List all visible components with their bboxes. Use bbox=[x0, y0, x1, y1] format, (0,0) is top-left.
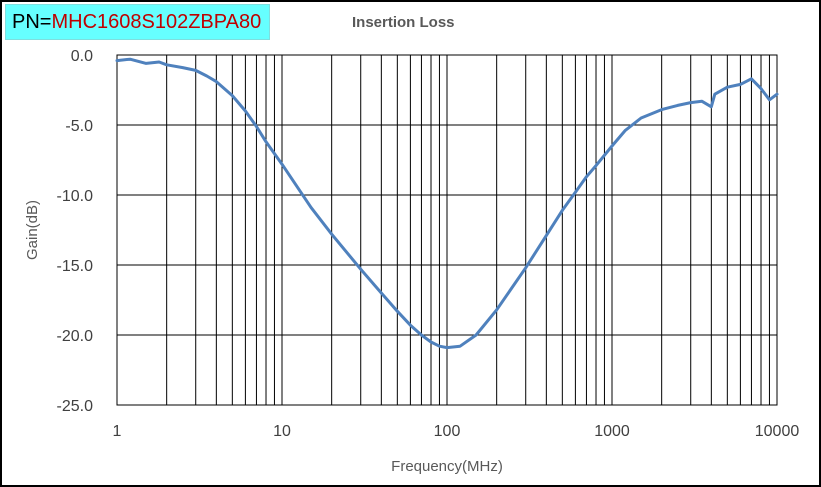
x-tick-label: 100 bbox=[434, 423, 461, 440]
part-number-value: MHC1608S102ZBPA80 bbox=[51, 10, 262, 33]
y-tick-label: -10.0 bbox=[57, 188, 94, 205]
x-tick-label: 1000 bbox=[594, 423, 630, 440]
y-axis-title: Gain(dB) bbox=[24, 200, 41, 260]
x-tick-label: 1 bbox=[113, 423, 122, 440]
y-tick-label: 0.0 bbox=[71, 48, 93, 65]
plot-area-border bbox=[116, 54, 778, 406]
y-tick-label: -15.0 bbox=[57, 258, 94, 275]
tick-labels: 0.0 -5.0 -10.0 -15.0 -20.0 -25.0 1 10 100 1000 100… bbox=[57, 48, 800, 440]
x-tick-label: 10 bbox=[273, 423, 291, 440]
chart-title: Insertion Loss bbox=[352, 14, 455, 31]
series-layer bbox=[115, 57, 779, 350]
x-axis-title: Frequency(MHz) bbox=[391, 458, 503, 475]
y-tick-label: -25.0 bbox=[57, 398, 94, 415]
y-tick-label: -5.0 bbox=[65, 118, 93, 135]
part-number-prefix: PN= bbox=[12, 10, 52, 33]
y-tick-label: -20.0 bbox=[57, 328, 94, 345]
grid-lines bbox=[117, 54, 777, 406]
x-tick-label: 10000 bbox=[755, 423, 800, 440]
insertion-loss-series-line bbox=[115, 57, 779, 350]
part-number-label: PN= MHC1608S102ZBPA80 bbox=[5, 4, 270, 40]
